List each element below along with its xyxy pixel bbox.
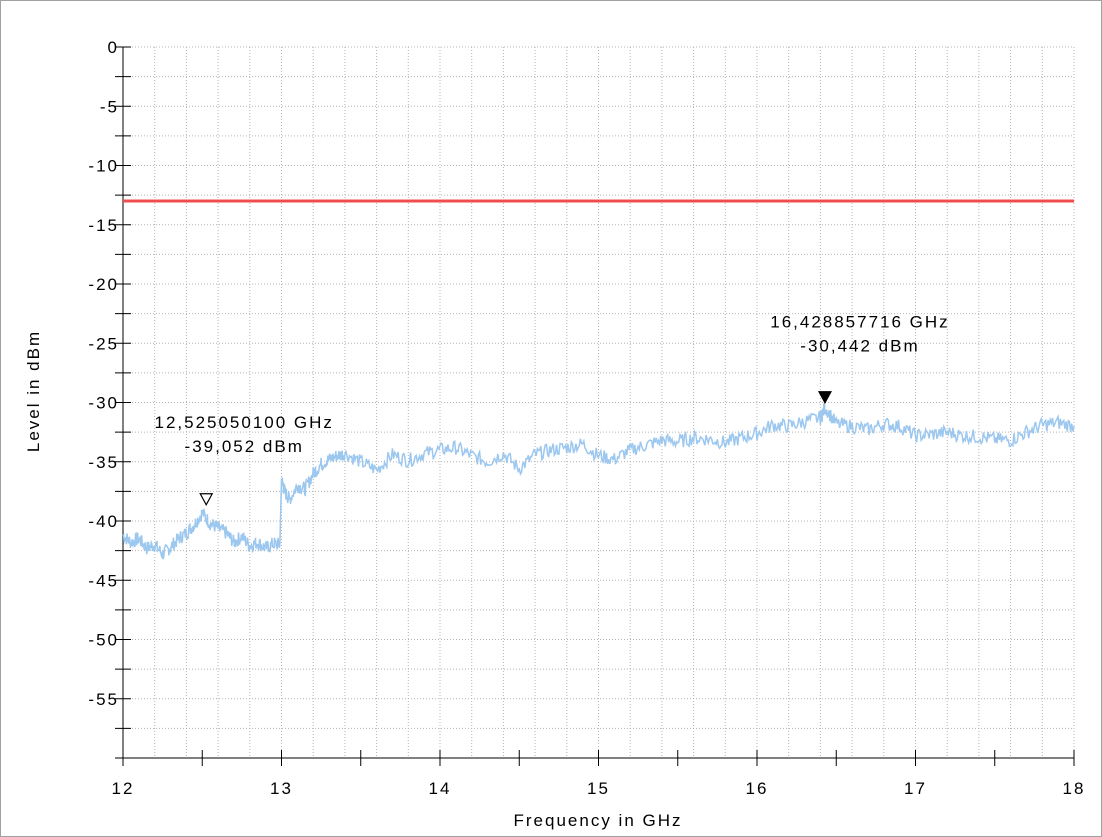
y-tick-label: -5	[100, 97, 119, 116]
y-tick-label: -50	[88, 631, 119, 650]
grid	[122, 46, 1075, 759]
y-tick-label: 0	[108, 38, 119, 57]
y-tick-label: -40	[88, 512, 119, 531]
y-tick-label: -30	[88, 394, 119, 413]
y-tick-label: -15	[88, 216, 119, 235]
markers: 12,525050100 GHz -39,052 dBm 16,428857716 …	[154, 313, 949, 507]
y-tick-label: -20	[88, 275, 119, 294]
x-tick-label: 17	[904, 779, 927, 798]
x-axis-label: Frequency in GHz	[514, 811, 683, 830]
x-tick-label: 14	[429, 779, 452, 798]
y-tick-label: -10	[88, 157, 119, 176]
x-tick-label: 15	[587, 779, 610, 798]
y-axis-label: Level in dBm	[24, 330, 43, 452]
y-tick-label: -35	[88, 453, 119, 472]
marker-triangle	[817, 391, 832, 404]
marker-frequency-label: 12,525050100 GHz	[154, 413, 333, 432]
y-tick-label: -25	[88, 334, 119, 353]
marker-triangle	[199, 493, 214, 507]
tick-labels: 0 -5 -10 -15 -20 -25 -30 -35 -40 -45 -50 -55 12 13 14 1…	[88, 38, 1086, 798]
y-tick-label: -55	[88, 690, 119, 709]
x-tick-label: 12	[112, 779, 135, 798]
marker-level-label: -30,442 dBm	[800, 337, 919, 356]
y-tick-label: -45	[88, 571, 119, 590]
marker-level-label: -39,052 dBm	[185, 437, 304, 456]
x-tick-label: 13	[270, 779, 293, 798]
x-tick-label: 16	[746, 779, 769, 798]
marker-frequency-label: 16,428857716 GHz	[770, 313, 949, 332]
axes	[115, 46, 1075, 766]
x-tick-label: 18	[1063, 779, 1086, 798]
series-trace	[122, 402, 1075, 560]
